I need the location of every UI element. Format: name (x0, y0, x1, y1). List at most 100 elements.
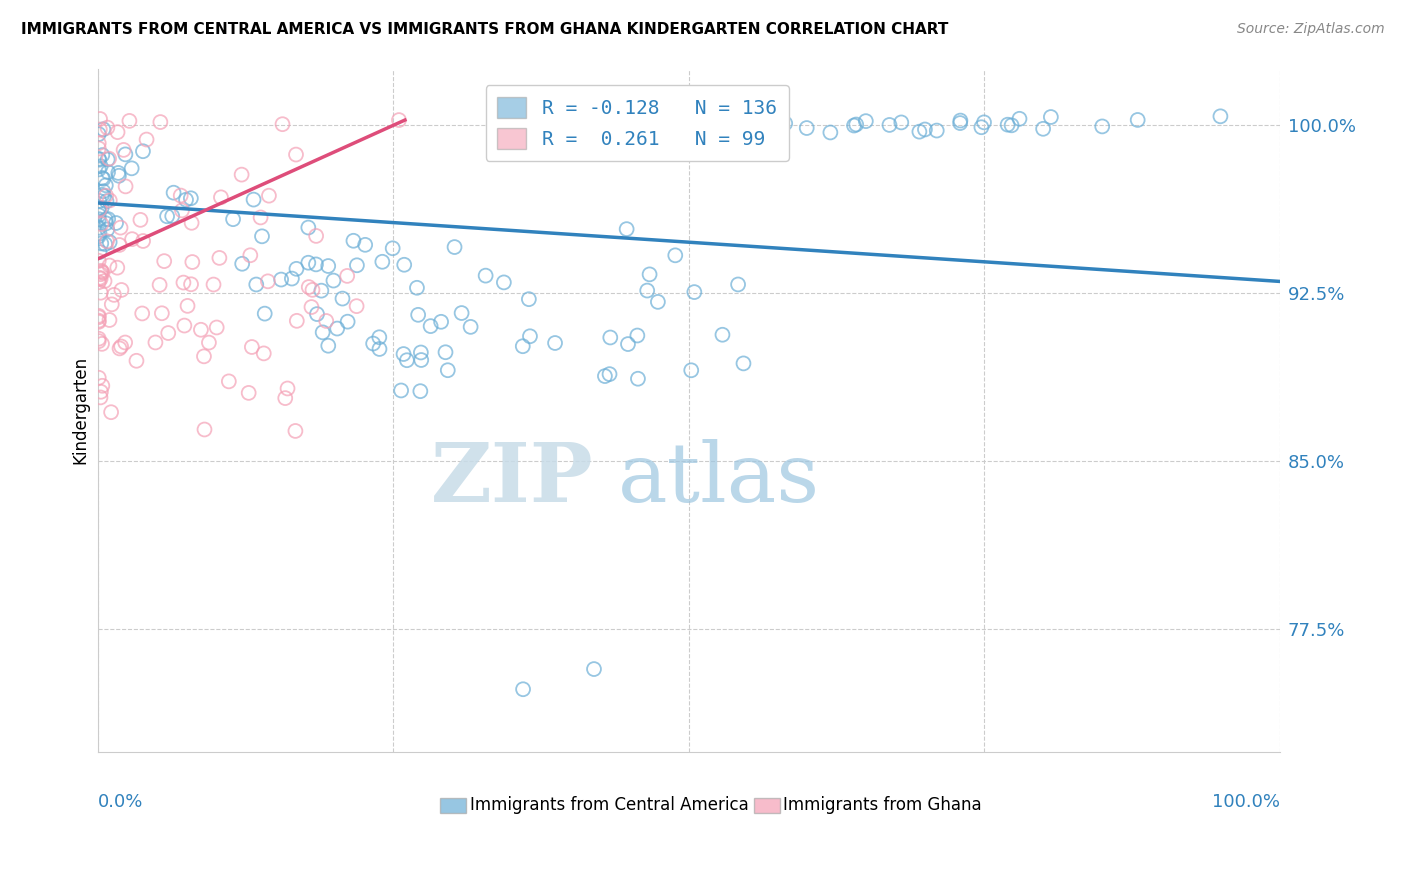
Point (91, 378, 114, 392)
Point (436, 363, 458, 377)
Point (90, 271, 112, 285)
Point (170, 203, 193, 218)
Point (118, 114, 141, 128)
Point (87, 212, 110, 227)
Point (89, 112, 111, 126)
Point (94, 178, 117, 193)
Point (105, 260, 128, 275)
Point (354, 237, 377, 252)
Point (681, 363, 703, 377)
Point (683, 285, 706, 299)
Point (94, 188, 117, 202)
Point (98, 194, 121, 208)
Point (492, 276, 515, 290)
Point (842, 119, 865, 133)
Point (727, 277, 749, 292)
Point (301, 300, 323, 314)
Point (87, 229, 110, 244)
Point (89, 194, 111, 208)
Point (87, 275, 110, 289)
Point (150, 306, 173, 320)
Point (973, 115, 995, 129)
Point (108, 238, 131, 252)
Point (845, 118, 868, 132)
Point (855, 114, 877, 128)
Point (820, 126, 842, 140)
Point (135, 132, 157, 146)
Point (361, 336, 384, 351)
Point (90, 236, 112, 251)
Point (180, 191, 202, 205)
Point (87, 313, 110, 327)
Point (91, 122, 114, 136)
Point (132, 234, 155, 248)
Point (1039, 110, 1062, 124)
Bar (754, 798, 779, 814)
Point (87, 315, 110, 329)
Point (305, 307, 328, 321)
Point (89, 391, 111, 405)
Point (110, 220, 132, 235)
Point (87, 202, 110, 217)
Point (93, 189, 115, 203)
Point (908, 125, 931, 139)
Point (638, 268, 661, 282)
Point (110, 339, 132, 353)
Point (87, 371, 110, 385)
Text: Source: ZipAtlas.com: Source: ZipAtlas.com (1237, 22, 1385, 37)
Point (281, 271, 304, 285)
Point (87, 127, 110, 141)
Point (108, 169, 131, 183)
Point (285, 147, 308, 161)
Point (346, 258, 368, 272)
Point (87, 152, 110, 166)
Point (316, 339, 339, 353)
Point (664, 248, 686, 262)
Point (91, 336, 114, 351)
Point (101, 297, 124, 311)
Point (98, 313, 121, 327)
Point (1000, 118, 1022, 132)
Point (773, 116, 796, 130)
Point (371, 254, 394, 268)
Point (305, 257, 328, 271)
Point (174, 193, 197, 207)
Point (914, 122, 936, 136)
Point (156, 209, 179, 223)
Point (222, 212, 245, 227)
Point (474, 268, 496, 283)
Point (96, 120, 118, 135)
Point (107, 125, 129, 139)
Point (89, 122, 111, 136)
Point (108, 342, 131, 356)
Point (250, 229, 273, 244)
Point (544, 336, 567, 351)
Point (100, 405, 122, 419)
Point (231, 257, 253, 271)
Point (636, 284, 658, 298)
Point (627, 372, 650, 386)
Point (91, 170, 114, 185)
Point (149, 277, 172, 292)
Point (1091, 120, 1114, 134)
Point (94, 212, 117, 227)
Point (153, 254, 176, 268)
Point (970, 120, 993, 135)
Point (311, 326, 333, 340)
Point (392, 347, 415, 361)
Point (647, 294, 669, 309)
Point (711, 327, 734, 342)
Point (599, 330, 621, 344)
Point (274, 391, 297, 405)
Point (131, 306, 153, 320)
Point (96, 234, 118, 248)
Point (238, 385, 260, 400)
Point (87, 162, 110, 177)
Point (599, 367, 621, 381)
Point (388, 113, 411, 128)
Point (87, 253, 110, 268)
Point (879, 118, 901, 132)
Point (103, 288, 125, 302)
Point (368, 330, 391, 344)
Point (336, 315, 359, 329)
